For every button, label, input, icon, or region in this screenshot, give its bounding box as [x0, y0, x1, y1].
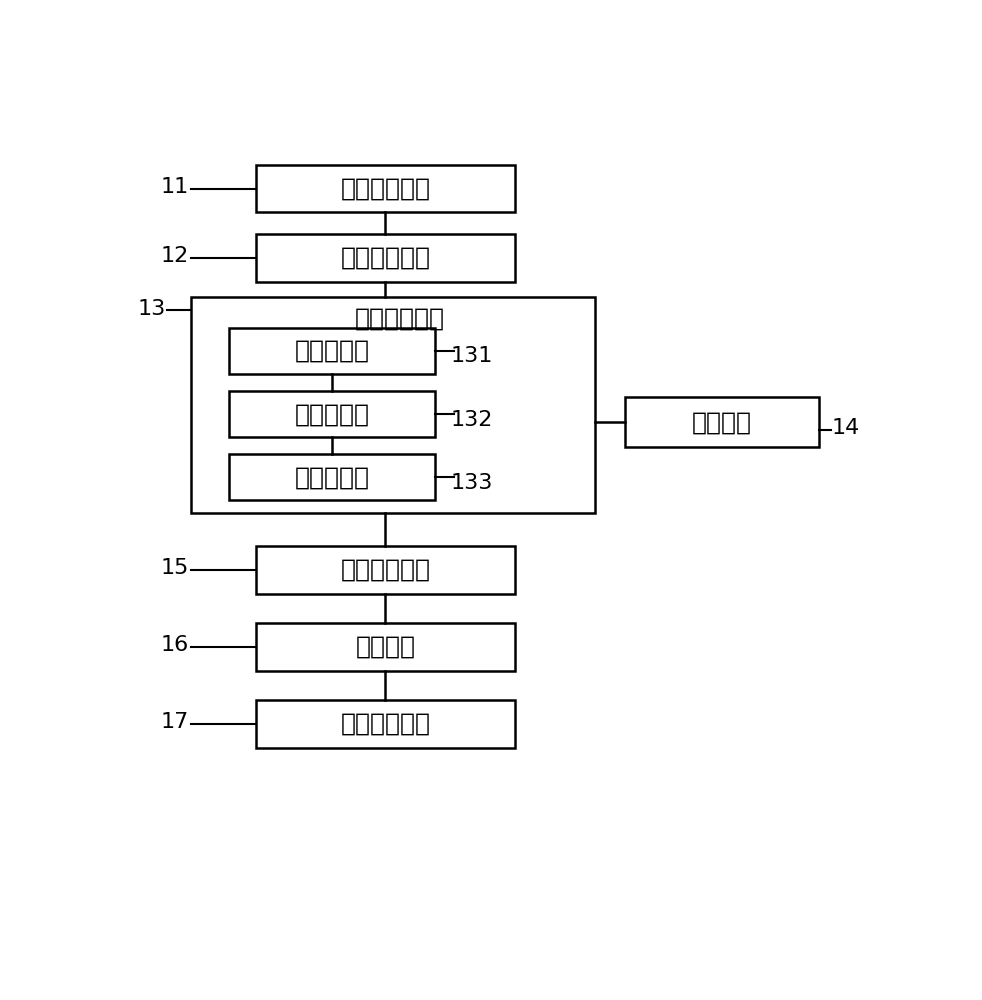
Bar [230, 454, 435, 500]
Text: 16: 16 [160, 635, 189, 655]
Text: 132: 132 [450, 410, 493, 430]
Text: 计算子模块: 计算子模块 [295, 339, 369, 363]
Text: 133: 133 [450, 473, 493, 493]
Text: 12: 12 [160, 246, 189, 266]
Text: 17: 17 [160, 712, 189, 732]
Bar [256, 546, 515, 594]
Text: 131: 131 [450, 346, 493, 366]
Bar [230, 328, 435, 374]
Text: 第二确定模块: 第二确定模块 [341, 712, 430, 736]
Text: 判断模块: 判断模块 [355, 635, 415, 659]
Text: 生成子模块: 生成子模块 [295, 465, 369, 489]
Text: 15: 15 [160, 558, 189, 578]
Bar [256, 700, 515, 748]
Text: 13: 13 [137, 299, 166, 319]
Text: 计算模块: 计算模块 [692, 410, 752, 434]
Bar [191, 297, 595, 513]
Bar [256, 165, 515, 212]
Text: 第一确定模块: 第一确定模块 [355, 307, 445, 331]
Bar [256, 623, 515, 671]
Text: 11: 11 [160, 177, 189, 197]
Bar [626, 397, 819, 447]
Text: 测试子模块: 测试子模块 [295, 402, 369, 426]
Text: 第三获取模块: 第三获取模块 [341, 558, 430, 582]
Text: 第一获取模块: 第一获取模块 [341, 177, 430, 201]
Text: 14: 14 [832, 418, 860, 438]
Bar [256, 234, 515, 282]
Text: 第二获取模块: 第二获取模块 [341, 246, 430, 270]
Bar [230, 391, 435, 437]
